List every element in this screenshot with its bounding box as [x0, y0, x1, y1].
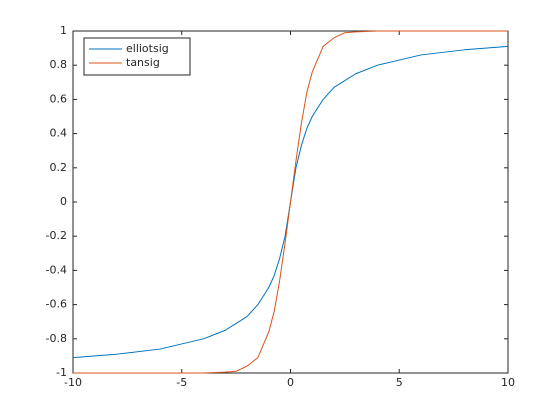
y-tick-label: -0.6 — [46, 298, 67, 311]
y-tick-label: 0.2 — [50, 161, 68, 174]
legend-box — [83, 37, 191, 76]
y-tick-label: -0.4 — [46, 263, 67, 276]
x-tick-label: 0 — [287, 376, 294, 389]
y-tick-label: -0.2 — [46, 229, 67, 242]
y-tick-label: -1 — [56, 366, 67, 379]
y-tick-label: -0.8 — [46, 332, 67, 345]
y-tick-label: 0.4 — [50, 127, 68, 140]
y-tick-label: 1 — [60, 24, 67, 37]
line — [73, 30, 508, 374]
x-tick-label: 10 — [501, 376, 515, 389]
y-tick-label: 0.6 — [50, 92, 68, 105]
y-tick-label: 0.8 — [50, 58, 68, 71]
legend-label: elliotsig — [126, 42, 169, 55]
x-tick-label: -5 — [176, 376, 187, 389]
x-tick-label: 5 — [396, 376, 403, 389]
x-tick-label: -10 — [64, 376, 82, 389]
y-tick-label: 0 — [60, 195, 67, 208]
legend-label: tansig — [126, 56, 160, 69]
